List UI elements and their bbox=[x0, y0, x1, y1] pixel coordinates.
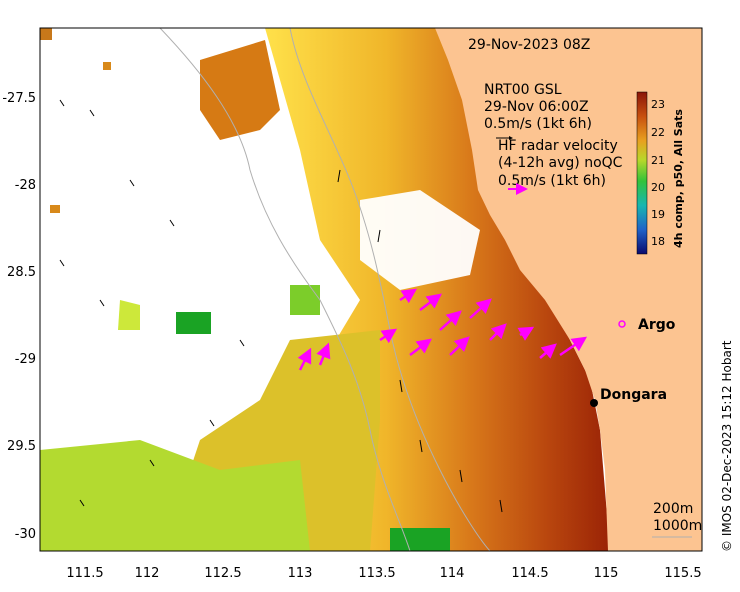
isobath-200m bbox=[289, 28, 491, 551]
nrt-current-vectors bbox=[59, 99, 503, 513]
x-axis: 111.5 112 112.5 113 113.5 114 114.5 115 … bbox=[66, 566, 701, 581]
x-tick-label: 113.5 bbox=[358, 566, 395, 581]
x-tick-label: 113 bbox=[288, 566, 313, 581]
hf-legend: HF radar velocity (4-12h avg) noQC 0.5m/… bbox=[498, 138, 623, 195]
sst-dark-green-patch-south bbox=[390, 528, 450, 551]
sst-pixel bbox=[103, 62, 111, 70]
x-tick-label: 112.5 bbox=[204, 566, 241, 581]
colorbar-tick: 22 bbox=[651, 126, 665, 139]
argo-label: Argo bbox=[638, 317, 676, 333]
nrt-legend-line2: 29-Nov 06:00Z bbox=[484, 99, 589, 115]
y-tick-label: 29.5 bbox=[7, 439, 36, 454]
dongara-marker bbox=[590, 399, 598, 407]
land-mass bbox=[435, 28, 702, 551]
colorbar-scale bbox=[636, 91, 648, 255]
map-timestamp: 29-Nov-2023 08Z bbox=[468, 37, 590, 53]
sst-dark-green-patch bbox=[176, 312, 211, 334]
y-axis: -27.5 -28 28.5 -29 29.5 -30 bbox=[2, 91, 36, 542]
colorbar-tick: 19 bbox=[651, 208, 665, 221]
hf-legend-line1: HF radar velocity bbox=[498, 138, 618, 154]
sst-green-patch-2 bbox=[118, 300, 140, 330]
x-tick-label: 115 bbox=[594, 566, 619, 581]
nrt-legend-line3: 0.5m/s (1kt 6h) bbox=[484, 116, 592, 132]
x-tick-label: 115.5 bbox=[664, 566, 701, 581]
dongara-label: Dongara bbox=[600, 387, 667, 403]
y-tick-label: 28.5 bbox=[7, 265, 36, 280]
x-tick-label: 114 bbox=[440, 566, 465, 581]
nrt-legend: NRT00 GSL 29-Nov 06:00Z 0.5m/s (1kt 6h) bbox=[484, 82, 592, 140]
sst-green-region bbox=[40, 440, 310, 551]
colorbar-tick: 20 bbox=[651, 181, 665, 194]
y-tick-label: -29 bbox=[15, 352, 36, 367]
x-tick-label: 112 bbox=[135, 566, 160, 581]
x-tick-label: 114.5 bbox=[511, 566, 548, 581]
hf-legend-line3: 0.5m/s (1kt 6h) bbox=[498, 173, 606, 189]
hf-radar-vectors bbox=[297, 288, 588, 371]
y-tick-label: -28 bbox=[15, 178, 36, 193]
hf-legend-line2: (4-12h avg) noQC bbox=[498, 155, 623, 171]
colorbar-tick: 23 bbox=[651, 98, 665, 111]
plot-frame bbox=[39, 27, 703, 552]
argo-float-marker bbox=[618, 320, 626, 328]
isobath-1000m bbox=[159, 28, 411, 551]
sst-pixel bbox=[40, 28, 52, 40]
y-tick-label: -30 bbox=[15, 527, 36, 542]
depth-legend-1000m: 1000m bbox=[653, 518, 702, 534]
imos-credit: © IMOS 02-Dec-2023 15:12 Hobart bbox=[720, 340, 734, 552]
sst-colorbar: 23 22 21 20 19 18 4h comp, p50, All Sats bbox=[636, 91, 685, 255]
y-tick-label: -27.5 bbox=[2, 91, 36, 106]
sst-white-gap bbox=[360, 190, 480, 290]
colorbar-tick: 18 bbox=[651, 235, 665, 248]
colorbar-title: 4h comp, p50, All Sats bbox=[672, 109, 685, 248]
depth-legend-200m: 200m bbox=[653, 501, 693, 517]
x-tick-label: 111.5 bbox=[66, 566, 103, 581]
colorbar-tick: 21 bbox=[651, 154, 665, 167]
sst-orange-north bbox=[200, 40, 280, 140]
nrt-legend-line1: NRT00 GSL bbox=[484, 82, 562, 98]
sst-pixel bbox=[50, 205, 60, 213]
sst-green-patch-3 bbox=[290, 285, 320, 315]
